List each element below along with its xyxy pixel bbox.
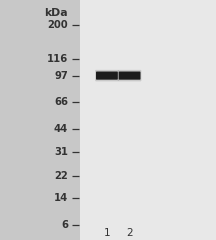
Text: 97: 97	[54, 71, 68, 81]
Text: 14: 14	[54, 193, 68, 203]
FancyBboxPatch shape	[119, 72, 140, 80]
FancyBboxPatch shape	[118, 70, 141, 81]
FancyBboxPatch shape	[95, 70, 119, 81]
FancyBboxPatch shape	[96, 72, 118, 80]
Bar	[80, 0, 216, 240]
Text: 116: 116	[47, 54, 68, 64]
Text: 22: 22	[54, 171, 68, 181]
Text: 1: 1	[104, 228, 110, 238]
Text: 31: 31	[54, 147, 68, 157]
Text: kDa: kDa	[44, 8, 68, 18]
Text: 6: 6	[61, 220, 68, 230]
Text: 44: 44	[54, 124, 68, 134]
Text: 200: 200	[48, 20, 68, 30]
Text: 66: 66	[54, 97, 68, 107]
Text: 2: 2	[126, 228, 133, 238]
